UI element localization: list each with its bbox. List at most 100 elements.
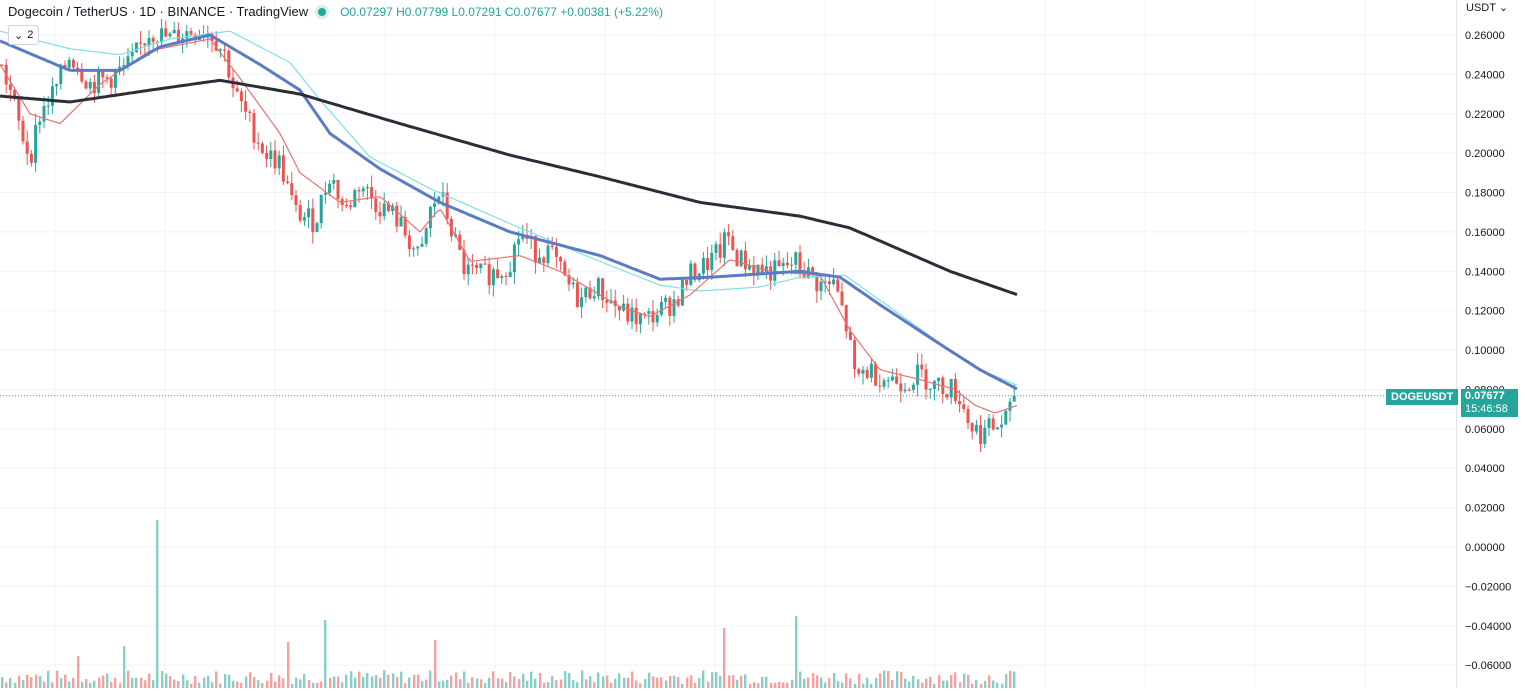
candle: [340, 196, 344, 212]
candle: [76, 61, 80, 76]
volume-bar: [127, 670, 130, 688]
volume-bar: [803, 678, 806, 688]
volume-bar: [509, 672, 512, 688]
candle: [88, 78, 92, 95]
candle: [542, 255, 546, 273]
last-price-value: 0.07677: [1465, 390, 1505, 402]
candle: [344, 198, 348, 209]
volume-bar: [518, 679, 521, 688]
candle: [332, 173, 336, 190]
volume-bar: [765, 676, 768, 688]
candle: [874, 361, 878, 387]
candle: [189, 27, 193, 37]
volume-bar: [534, 678, 537, 688]
volume-bar: [627, 677, 630, 688]
volume-bar: [954, 672, 957, 688]
y-tick-label: −0.02000: [1465, 581, 1511, 593]
candle: [928, 388, 932, 399]
candle: [890, 368, 894, 382]
candle: [395, 201, 399, 233]
candle: [84, 79, 88, 90]
candle: [911, 382, 915, 394]
volume-bar: [434, 640, 437, 688]
volume-bar: [707, 681, 710, 688]
volume-bar: [413, 674, 416, 688]
volume-bar: [320, 681, 323, 688]
price-axis[interactable]: 0.26000 0.24000 0.22000 0.20000 0.18000 0.160…: [1456, 0, 1525, 688]
candle: [882, 377, 886, 390]
volume-bar: [635, 680, 638, 688]
candle: [399, 205, 403, 227]
volume-bar: [917, 679, 920, 688]
volume-bar: [329, 677, 332, 688]
volume-bar: [68, 681, 71, 688]
currency-selector[interactable]: USDT ⌄: [1466, 1, 1508, 14]
volume-bar: [665, 680, 668, 688]
volume-bar: [992, 680, 995, 688]
candle: [134, 42, 138, 54]
volume-bar: [770, 682, 773, 688]
volume-bar: [782, 682, 785, 688]
candle: [840, 281, 844, 307]
chart-pane[interactable]: [0, 0, 1456, 688]
volume-bar: [39, 676, 42, 688]
volume-bar: [471, 677, 474, 688]
ma-cyan-line: [0, 30, 1018, 386]
candle: [630, 299, 634, 329]
indicator-count: 2: [27, 29, 34, 41]
volume-bar: [896, 671, 899, 688]
candle: [533, 235, 537, 274]
volume-bar: [623, 677, 626, 688]
volume-bar: [589, 676, 592, 688]
volume-bar: [1, 677, 4, 688]
volume-bar: [681, 683, 684, 688]
y-tick-label: −0.06000: [1465, 660, 1511, 672]
volume-bar: [135, 677, 138, 688]
volume-bar: [110, 682, 113, 688]
volume-bar: [51, 682, 54, 688]
volume-bar: [308, 680, 311, 688]
volume-bar: [131, 677, 134, 688]
candle: [160, 18, 164, 49]
volume-bar: [618, 673, 621, 688]
volume-bar: [161, 671, 164, 688]
volume-bar: [711, 672, 714, 688]
market-status-icon[interactable]: [318, 7, 327, 16]
candle: [407, 229, 411, 257]
candle: [970, 422, 974, 440]
volume-bar: [492, 671, 495, 688]
ma-fast-line: [0, 38, 1018, 414]
candle: [836, 276, 840, 293]
volume-bar: [942, 680, 945, 688]
candle: [710, 244, 714, 280]
price-axis-labels: 0.26000 0.24000 0.22000 0.20000 0.18000 0.160…: [1465, 30, 1511, 672]
candle: [227, 48, 231, 84]
volume-bar: [900, 671, 903, 688]
indicators-collapse-button[interactable]: ⌄ 2: [8, 25, 40, 45]
volume-bar: [488, 677, 491, 688]
symbol-title[interactable]: Dogecoin / TetherUS · 1D · BINANCE · Tra…: [8, 4, 309, 19]
candle: [848, 326, 852, 341]
volume-bar: [266, 680, 269, 688]
volume-bar: [77, 656, 80, 688]
volume-bar: [702, 670, 705, 688]
candle: [626, 297, 630, 325]
volume-bar: [324, 620, 327, 688]
volume-bar: [908, 681, 911, 688]
y-tick-label: 0.04000: [1465, 463, 1505, 475]
candle: [638, 312, 642, 334]
volume-bar: [282, 678, 285, 688]
price-chart[interactable]: [0, 0, 1456, 688]
volume-bar: [753, 682, 756, 688]
volume-bar: [198, 682, 201, 688]
volume-bar: [240, 682, 243, 688]
volume-bar: [812, 673, 815, 688]
volume-bar: [694, 682, 697, 688]
volume-bar: [975, 679, 978, 688]
volume-bar: [564, 671, 567, 688]
volume-bar: [728, 675, 731, 688]
volume-bar: [35, 674, 38, 688]
volume-bar: [828, 678, 831, 688]
y-tick-label: 0.00000: [1465, 542, 1505, 554]
volume-bar: [526, 680, 529, 688]
